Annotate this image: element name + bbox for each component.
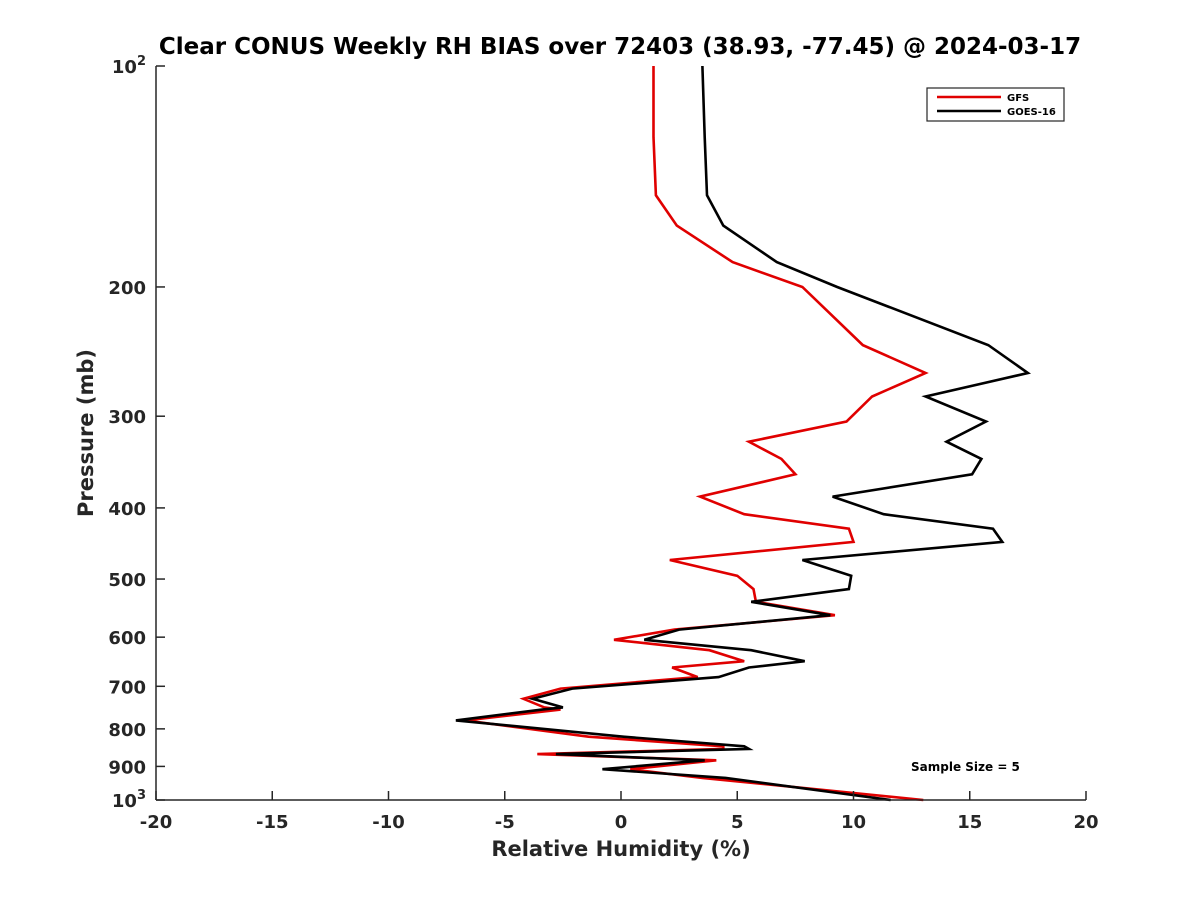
series-line-goes-16 (455, 65, 1032, 802)
x-tick-label: 5 (731, 812, 744, 833)
legend-box (926, 87, 1065, 122)
x-tick-label: -15 (256, 812, 289, 833)
x-tick-label: 10 (841, 812, 866, 833)
chart-title: Clear CONUS Weekly RH BIAS over 72403 (3… (159, 34, 1081, 60)
x-tick-label: 0 (615, 812, 628, 833)
y-tick-label: 300 (108, 407, 146, 428)
y-axis-label: Pressure (mb) (74, 349, 98, 517)
y-tick-label: 103 (112, 788, 146, 812)
y-tick-label: 500 (108, 570, 146, 591)
y-ticks: 102 200 300 400 500 600 700 800 900 103 (108, 54, 165, 812)
axes-background (156, 66, 1086, 800)
x-ticks: -20 -15 -10 -5 0 5 10 15 20 (140, 791, 1099, 833)
y-tick-label: 102 (112, 54, 146, 78)
x-tick-label: 15 (957, 812, 982, 833)
legend: GFS GOES-16 (926, 87, 1065, 122)
x-tick-label: 20 (1073, 812, 1098, 833)
y-tick-label: 600 (108, 628, 146, 649)
series-layer (455, 65, 1032, 802)
legend-label-goes16: GOES-16 (1007, 107, 1056, 118)
y-tick-label: 700 (108, 677, 146, 698)
y-tick-label: 800 (108, 720, 146, 741)
x-tick-label: -10 (372, 812, 405, 833)
plot-area: -20 -15 -10 -5 0 5 10 15 20 102 200 300 400 500 600 70… (108, 54, 1098, 833)
legend-label-gfs: GFS (1007, 93, 1029, 104)
x-tick-label: -20 (140, 812, 173, 833)
sample-size-annotation: Sample Size = 5 (911, 760, 1020, 774)
y-tick-label: 900 (108, 757, 146, 778)
y-tick-label: 400 (108, 499, 146, 520)
x-axis-label: Relative Humidity (%) (491, 837, 750, 861)
x-tick-label: -5 (495, 812, 515, 833)
y-tick-label: 200 (108, 278, 146, 299)
